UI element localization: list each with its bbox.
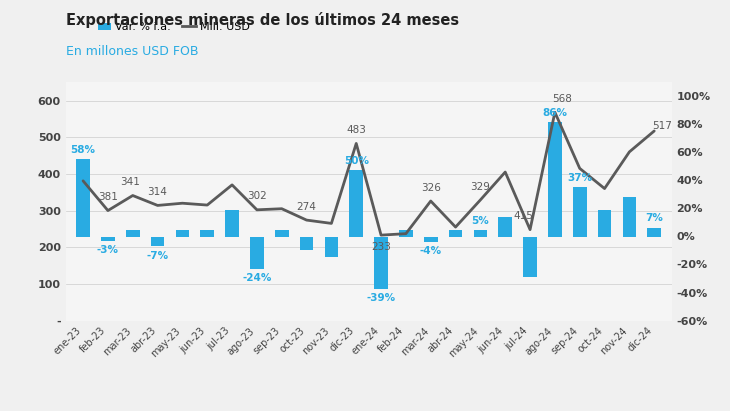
Bar <box>648 228 661 237</box>
Bar <box>176 230 189 237</box>
Text: Exportaciones mineras de los últimos 24 meses: Exportaciones mineras de los últimos 24 … <box>66 12 459 28</box>
Bar <box>201 230 214 237</box>
Text: 326: 326 <box>420 183 441 193</box>
Bar <box>548 122 561 237</box>
Bar <box>101 237 115 241</box>
Text: 381: 381 <box>98 192 118 202</box>
Bar <box>598 210 612 237</box>
Bar <box>374 237 388 289</box>
Bar <box>151 237 164 246</box>
Text: -39%: -39% <box>366 293 396 303</box>
Bar <box>226 210 239 237</box>
Bar <box>573 187 586 237</box>
Text: 37%: 37% <box>567 173 592 183</box>
Bar <box>623 197 637 237</box>
Text: 415: 415 <box>513 211 533 221</box>
Bar <box>474 230 487 237</box>
Text: 329: 329 <box>470 182 491 192</box>
Text: 7%: 7% <box>645 213 663 224</box>
Text: 568: 568 <box>552 94 572 104</box>
Text: 341: 341 <box>120 177 140 187</box>
Text: -4%: -4% <box>420 247 442 256</box>
Bar <box>523 237 537 277</box>
Bar <box>350 170 363 237</box>
Text: -3%: -3% <box>97 245 119 255</box>
Bar <box>399 230 412 237</box>
Text: -7%: -7% <box>147 250 169 261</box>
Bar <box>499 217 512 237</box>
Text: 50%: 50% <box>344 156 369 166</box>
Bar <box>275 230 288 237</box>
Bar <box>300 237 313 250</box>
Text: 483: 483 <box>346 125 366 135</box>
Bar <box>325 237 338 257</box>
Text: 274: 274 <box>296 202 317 212</box>
Text: En millones USD FOB: En millones USD FOB <box>66 45 199 58</box>
Text: 302: 302 <box>247 192 266 201</box>
Text: 86%: 86% <box>542 108 567 118</box>
Text: 58%: 58% <box>71 145 96 155</box>
Text: -24%: -24% <box>242 273 272 283</box>
Text: 517: 517 <box>653 121 672 131</box>
Text: 233: 233 <box>371 242 391 252</box>
Bar <box>76 159 90 237</box>
Text: 314: 314 <box>147 187 167 197</box>
Text: 5%: 5% <box>472 216 489 226</box>
Bar <box>126 230 139 237</box>
Bar <box>250 237 264 269</box>
Bar <box>449 230 462 237</box>
Bar <box>424 237 437 242</box>
Legend: Var. % i.a., Mill. USD: Var. % i.a., Mill. USD <box>93 18 254 37</box>
